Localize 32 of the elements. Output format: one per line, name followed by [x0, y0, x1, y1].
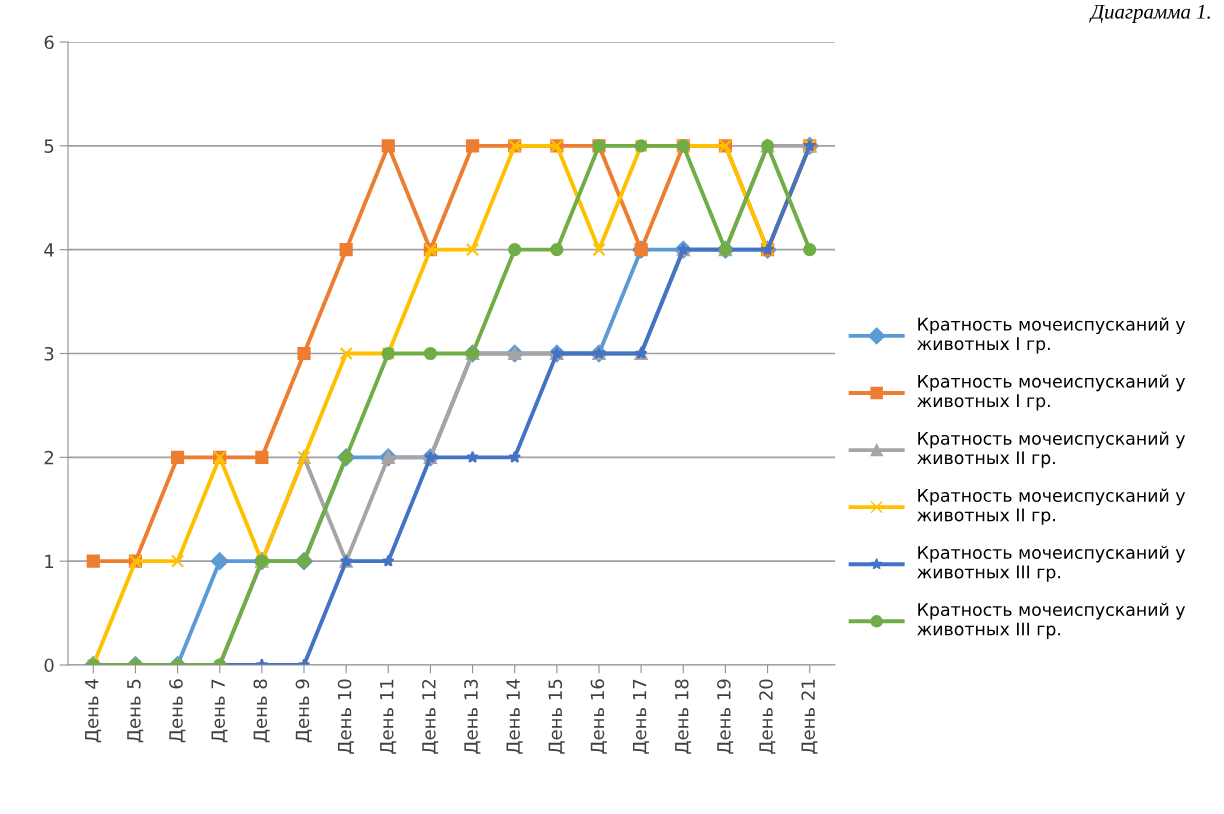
x-tick-label: День 10 [337, 679, 354, 754]
x-tick-label: День 16 [590, 679, 607, 754]
y-tick-label: 5 [44, 139, 54, 153]
x-tick-label: День 18 [674, 679, 692, 754]
x-tick-label: День 5 [127, 679, 144, 743]
legend-label: Кратность мочеиспусканий у животных I гр. [917, 374, 1186, 411]
x-tick-label: День 6 [169, 679, 186, 743]
legend-label: Кратность мочеиспусканий у животных III гр. [917, 602, 1186, 639]
x-tick-label: День 4 [85, 679, 102, 743]
text: Диаграмма 1. [1089, 4, 1210, 23]
legend-label: Кратность мочеиспусканий у животных II гр. [917, 488, 1186, 525]
x-tick-label: День 15 [548, 679, 565, 754]
x-tick-label: День 17 [632, 679, 649, 754]
y-tick-label: 2 [44, 450, 53, 465]
legend-label: Кратность мочеиспусканий у животных I гр. [917, 317, 1186, 354]
x-tick-label: День 11 [380, 679, 397, 754]
x-tick-label: День 8 [253, 679, 270, 743]
x-tick-label: День 9 [295, 679, 312, 743]
y-tick-label: 0 [44, 658, 54, 673]
x-tick-label: День 19 [717, 679, 734, 754]
x-tick-label: День 20 [759, 679, 776, 754]
legend-label: Кратность мочеиспусканий у животных II гр. [917, 431, 1186, 468]
x-tick-label: День 14 [506, 679, 523, 754]
x-tick-label: День 13 [464, 679, 481, 754]
legend-label: Кратность мочеиспусканий у животных III гр. [917, 545, 1186, 582]
x-tick-label: День 12 [422, 680, 439, 754]
y-tick-label: 3 [44, 346, 54, 361]
y-tick-label: 1 [45, 554, 54, 569]
x-tick-label: День 7 [211, 679, 228, 743]
y-tick-label: 4 [44, 243, 54, 257]
x-tick-label: День 21 [801, 679, 818, 754]
y-tick-label: 6 [44, 35, 54, 50]
